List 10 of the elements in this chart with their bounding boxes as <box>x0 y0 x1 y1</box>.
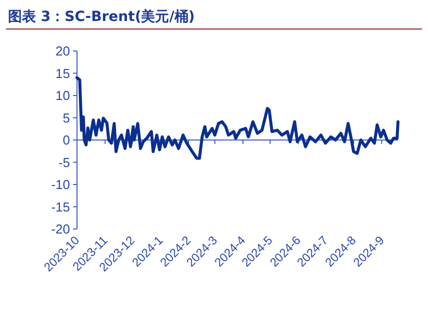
y-tick-label: -10 <box>51 177 70 192</box>
y-tick-label: 10 <box>56 88 70 103</box>
y-tick-label: 5 <box>62 110 70 126</box>
y-tick-label: -15 <box>51 199 70 214</box>
y-tick-label: 20 <box>56 44 70 58</box>
y-tick-label: -5 <box>58 154 70 170</box>
y-tick-label: -20 <box>51 222 70 236</box>
y-tick-label: 15 <box>56 66 70 81</box>
chart-title: 图表 3：SC-Brent(美元/桶) <box>8 8 195 25</box>
y-tick-label: 0 <box>62 132 70 148</box>
